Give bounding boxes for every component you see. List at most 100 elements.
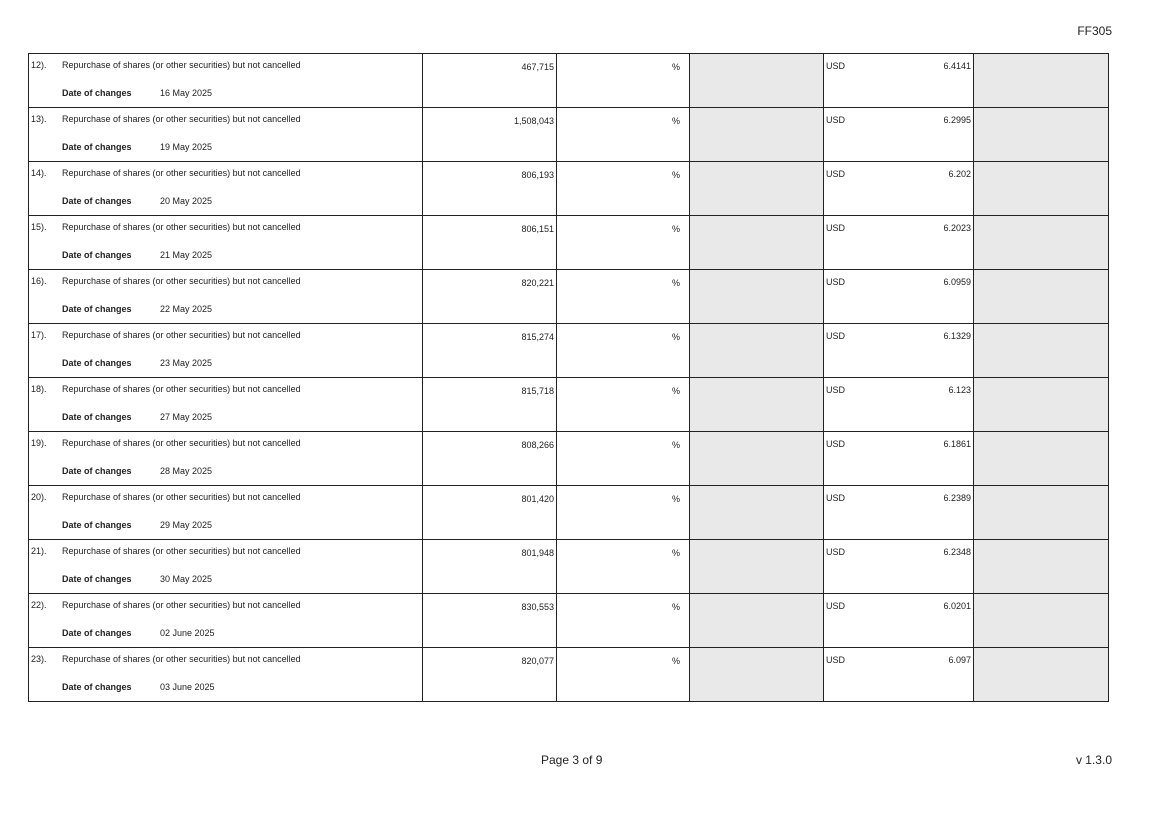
quantity: 801,948 <box>521 548 554 558</box>
price-cell: USD 6.123 <box>823 377 974 432</box>
date-of-changes: 03 June 2025 <box>160 682 215 692</box>
change-description: Repurchase of shares (or other securitie… <box>62 168 301 178</box>
blank-cell <box>973 377 1109 432</box>
form-code: FF305 <box>1077 24 1112 38</box>
date-label: Date of changes <box>62 196 132 206</box>
currency: USD <box>826 385 846 395</box>
description-cell: 22). Repurchase of shares (or other secur… <box>28 593 423 648</box>
quantity-cell: 801,948 <box>422 539 557 594</box>
quantity: 806,151 <box>521 224 554 234</box>
price: 6.1861 <box>943 439 971 449</box>
date-of-changes: 30 May 2025 <box>160 574 213 584</box>
table-row: 23). Repurchase of shares (or other secur… <box>28 647 1109 702</box>
percent-sign: % <box>671 62 680 72</box>
table-row: 21). Repurchase of shares (or other secur… <box>28 539 1109 594</box>
price: 6.1329 <box>943 331 971 341</box>
date-label: Date of changes <box>62 574 132 584</box>
table-row: 22). Repurchase of shares (or other secur… <box>28 593 1109 648</box>
blank-cell <box>973 269 1109 324</box>
blank-cell <box>973 215 1109 270</box>
description-cell: 19). Repurchase of shares (or other secur… <box>28 431 423 486</box>
price: 6.097 <box>948 655 971 665</box>
description-cell: 14). Repurchase of shares (or other secur… <box>28 161 423 216</box>
change-description: Repurchase of shares (or other securitie… <box>62 600 301 610</box>
blank-cell <box>973 647 1109 702</box>
price-cell: USD 6.1329 <box>823 323 974 378</box>
row-number: 23). <box>31 654 47 664</box>
table-row: 15). Repurchase of shares (or other secur… <box>28 215 1109 270</box>
percent-cell: % <box>556 377 690 432</box>
percent-cell: % <box>556 269 690 324</box>
quantity-cell: 820,221 <box>422 269 557 324</box>
blank-cell <box>973 431 1109 486</box>
price-cell: USD 6.097 <box>823 647 974 702</box>
quantity-cell: 815,274 <box>422 323 557 378</box>
table-row: 19). Repurchase of shares (or other secur… <box>28 431 1109 486</box>
quantity: 815,274 <box>521 332 554 342</box>
quantity-cell: 801,420 <box>422 485 557 540</box>
blank-cell <box>689 431 824 486</box>
description-cell: 15). Repurchase of shares (or other secur… <box>28 215 423 270</box>
percent-sign: % <box>671 224 680 234</box>
description-cell: 16). Repurchase of shares (or other secur… <box>28 269 423 324</box>
date-of-changes: 27 May 2025 <box>160 412 213 422</box>
description-cell: 17). Repurchase of shares (or other secur… <box>28 323 423 378</box>
row-number: 17). <box>31 330 47 340</box>
quantity: 1,508,043 <box>513 116 554 126</box>
percent-sign: % <box>671 332 680 342</box>
date-label: Date of changes <box>62 304 132 314</box>
quantity: 820,077 <box>521 656 554 666</box>
price: 6.202 <box>948 169 971 179</box>
percent-sign: % <box>671 440 680 450</box>
percent-cell: % <box>556 215 690 270</box>
price-cell: USD 6.2348 <box>823 539 974 594</box>
blank-cell <box>689 485 824 540</box>
quantity: 820,221 <box>521 278 554 288</box>
currency: USD <box>826 601 846 611</box>
change-description: Repurchase of shares (or other securitie… <box>62 276 301 286</box>
row-number: 12). <box>31 60 47 70</box>
quantity: 806,193 <box>521 170 554 180</box>
row-number: 19). <box>31 438 47 448</box>
date-of-changes: 28 May 2025 <box>160 466 213 476</box>
date-of-changes: 20 May 2025 <box>160 196 213 206</box>
table-row: 20). Repurchase of shares (or other secur… <box>28 485 1109 540</box>
change-description: Repurchase of shares (or other securitie… <box>62 384 301 394</box>
quantity-cell: 806,193 <box>422 161 557 216</box>
currency: USD <box>826 277 846 287</box>
change-description: Repurchase of shares (or other securitie… <box>62 222 301 232</box>
table-row: 13). Repurchase of shares (or other secur… <box>28 107 1109 162</box>
description-cell: 12). Repurchase of shares (or other secur… <box>28 53 423 108</box>
percent-cell: % <box>556 539 690 594</box>
percent-sign: % <box>671 386 680 396</box>
quantity-cell: 830,553 <box>422 593 557 648</box>
currency: USD <box>826 547 846 557</box>
price: 6.2348 <box>943 547 971 557</box>
percent-cell: % <box>556 593 690 648</box>
blank-cell <box>689 647 824 702</box>
blank-cell <box>973 539 1109 594</box>
percent-sign: % <box>671 116 680 126</box>
price-cell: USD 6.0959 <box>823 269 974 324</box>
blank-cell <box>689 215 824 270</box>
change-description: Repurchase of shares (or other securitie… <box>62 60 301 70</box>
row-number: 22). <box>31 600 47 610</box>
row-number: 18). <box>31 384 47 394</box>
currency: USD <box>826 115 846 125</box>
date-of-changes: 21 May 2025 <box>160 250 213 260</box>
row-number: 13). <box>31 114 47 124</box>
blank-cell <box>689 107 824 162</box>
quantity-cell: 467,715 <box>422 53 557 108</box>
row-number: 21). <box>31 546 47 556</box>
currency: USD <box>826 169 846 179</box>
date-label: Date of changes <box>62 88 132 98</box>
date-label: Date of changes <box>62 682 132 692</box>
blank-cell <box>973 161 1109 216</box>
table-row: 12). Repurchase of shares (or other secur… <box>28 53 1109 108</box>
price-cell: USD 6.2023 <box>823 215 974 270</box>
description-cell: 21). Repurchase of shares (or other secur… <box>28 539 423 594</box>
percent-cell: % <box>556 431 690 486</box>
price: 6.2023 <box>943 223 971 233</box>
share-changes-table: 12). Repurchase of shares (or other secur… <box>28 53 1109 702</box>
date-label: Date of changes <box>62 358 132 368</box>
